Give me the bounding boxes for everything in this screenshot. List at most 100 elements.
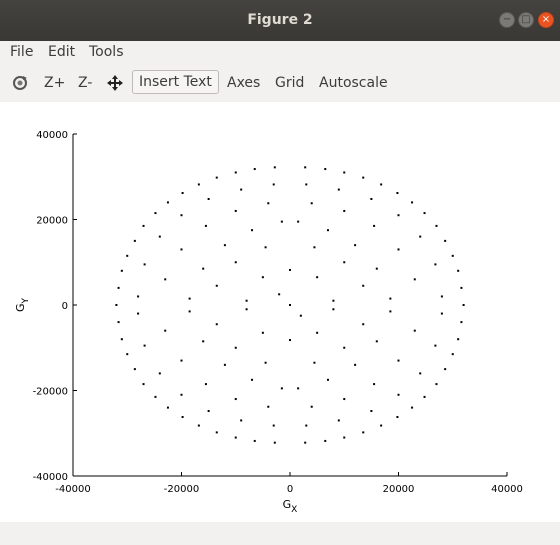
data-point: [398, 248, 400, 250]
data-point: [134, 240, 136, 242]
status-bar: [0, 522, 560, 545]
data-point: [121, 270, 123, 272]
data-point: [167, 407, 169, 409]
data-point: [167, 201, 169, 203]
data-point: [289, 339, 291, 341]
figure-canvas[interactable]: -40000 -20000 0 20000 40000 -40000 -20000 0 2000…: [0, 102, 560, 522]
data-point: [134, 368, 136, 370]
menu-edit[interactable]: Edit: [48, 44, 75, 60]
data-point: [316, 276, 318, 278]
data-point: [251, 229, 253, 231]
data-point: [324, 168, 326, 170]
window-title: Figure 2: [0, 12, 560, 28]
maximize-icon: □: [519, 13, 533, 27]
rotate-icon[interactable]: [11, 74, 29, 92]
axes-button[interactable]: Axes: [227, 75, 260, 91]
data-point: [373, 225, 375, 227]
data-point: [198, 425, 200, 427]
data-point: [137, 313, 139, 315]
data-point: [181, 248, 183, 250]
data-point: [414, 330, 416, 332]
data-point: [235, 210, 237, 212]
data-point: [424, 396, 426, 398]
pan-icon[interactable]: [106, 74, 124, 92]
zoom-in-button[interactable]: Z+: [44, 75, 65, 91]
data-point: [289, 304, 291, 306]
data-point: [343, 210, 345, 212]
data-point: [444, 240, 446, 242]
data-point: [159, 372, 161, 374]
zoom-out-button[interactable]: Z-: [78, 75, 92, 91]
insert-text-button[interactable]: Insert Text: [132, 70, 219, 94]
x-tick-label: 20000: [383, 484, 415, 495]
data-point: [267, 202, 269, 204]
data-point: [235, 437, 237, 439]
data-point: [182, 192, 184, 194]
data-point: [198, 183, 200, 185]
menu-file[interactable]: File: [10, 44, 33, 60]
data-point: [144, 345, 146, 347]
data-point: [376, 340, 378, 342]
data-point: [354, 364, 356, 366]
close-icon: ×: [539, 13, 553, 27]
data-point: [274, 442, 276, 444]
data-point: [380, 425, 382, 427]
data-point: [254, 440, 256, 442]
data-point: [143, 383, 145, 385]
data-point: [398, 360, 400, 362]
data-point: [411, 407, 413, 409]
menu-tools[interactable]: Tools: [89, 44, 124, 60]
data-point: [389, 310, 391, 312]
data-point: [181, 214, 183, 216]
data-point: [205, 225, 207, 227]
data-point: [419, 372, 421, 374]
scatter-plot[interactable]: -40000 -20000 0 20000 40000 -40000 -20000 0 2000…: [0, 102, 560, 522]
data-point: [289, 269, 291, 271]
data-point: [300, 315, 302, 317]
x-tick-label: 0: [287, 484, 293, 495]
data-point: [240, 419, 242, 421]
data-point: [305, 425, 307, 427]
data-point: [273, 183, 275, 185]
data-point: [343, 437, 345, 439]
data-point: [327, 229, 329, 231]
data-point: [316, 332, 318, 334]
data-point: [216, 323, 218, 325]
data-point: [118, 321, 120, 323]
data-point: [332, 308, 334, 310]
data-point: [389, 298, 391, 300]
y-tick-label: 40000: [36, 130, 68, 141]
data-point: [457, 338, 459, 340]
data-point: [164, 330, 166, 332]
title-bar: Figure 2 − □ ×: [0, 0, 560, 41]
data-point: [240, 189, 242, 191]
data-point: [304, 166, 306, 168]
data-point: [373, 383, 375, 385]
data-point: [159, 236, 161, 238]
y-tick-label: 20000: [36, 216, 68, 227]
data-point: [435, 383, 437, 385]
data-point: [126, 255, 128, 257]
data-point: [343, 261, 345, 263]
grid-button[interactable]: Grid: [275, 75, 304, 91]
data-point: [411, 201, 413, 203]
data-point: [398, 394, 400, 396]
data-point: [281, 221, 283, 223]
data-point: [338, 189, 340, 191]
close-button[interactable]: ×: [538, 12, 554, 28]
data-point: [235, 171, 237, 173]
data-point: [297, 221, 299, 223]
data-point: [235, 261, 237, 263]
autoscale-button[interactable]: Autoscale: [319, 75, 388, 91]
maximize-button[interactable]: □: [518, 12, 534, 28]
data-point: [343, 398, 345, 400]
data-point: [313, 246, 315, 248]
y-tick-label: -20000: [33, 387, 68, 398]
data-point: [126, 353, 128, 355]
data-point: [115, 304, 117, 306]
data-point: [235, 347, 237, 349]
minimize-icon: −: [500, 13, 514, 27]
data-point: [424, 212, 426, 214]
y-axis-label-subscript: Y: [21, 297, 31, 304]
minimize-button[interactable]: −: [499, 12, 515, 28]
